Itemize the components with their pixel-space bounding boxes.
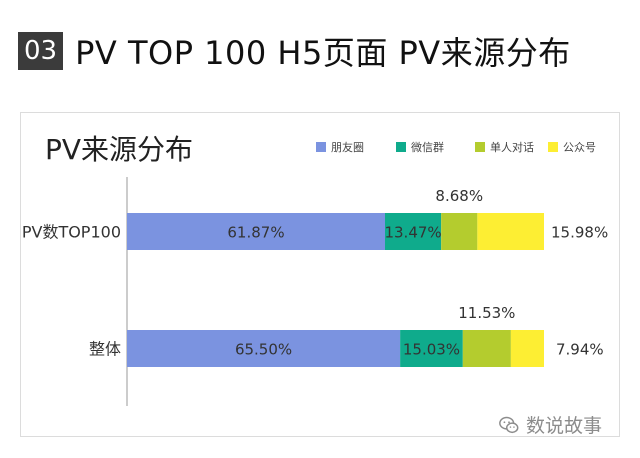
data-label: 13.47% [384, 224, 441, 242]
section-number-badge: 03 [18, 32, 64, 70]
chart-card: PV来源分布 朋友圈 微信群 单人对话 公众号 PV数TOP100 61.87% 13.47%… [20, 112, 620, 437]
chart-title: PV来源分布 [45, 133, 193, 166]
legend-swatch [548, 142, 558, 152]
bar-segment [510, 330, 544, 367]
bar-segment [127, 330, 401, 367]
stacked-bar-chart: PV来源分布 朋友圈 微信群 单人对话 公众号 PV数TOP100 61.87% 13.47%… [22, 133, 608, 406]
legend-label: 朋友圈 [331, 140, 364, 154]
data-label: 11.53% [458, 304, 515, 322]
data-label: 8.68% [435, 187, 483, 205]
bar-segment [441, 213, 478, 250]
bar-segment [462, 330, 511, 367]
data-label: 15.98% [551, 224, 608, 242]
legend-swatch [316, 142, 326, 152]
bar-segment [477, 213, 544, 250]
watermark-text: 数说故事 [525, 415, 602, 437]
legend-swatch [396, 142, 406, 152]
bar-segment [127, 213, 385, 250]
data-label: 7.94% [556, 341, 604, 359]
legend-swatch [475, 142, 485, 152]
data-label: 65.50% [235, 341, 292, 359]
section-header: 03 PV TOP 100 H5页面 PV来源分布 [18, 28, 571, 74]
page-title: PV TOP 100 H5页面 PV来源分布 [75, 34, 571, 72]
legend-label: 单人对话 [490, 140, 534, 154]
legend-label: 微信群 [411, 140, 444, 154]
bar-segment [384, 213, 442, 250]
data-label: 61.87% [227, 224, 284, 242]
wechat-icon [499, 416, 519, 433]
bar-segment [400, 330, 463, 367]
legend-label: 公众号 [563, 141, 596, 154]
watermark: 数说故事 [498, 411, 602, 438]
data-label: 15.03% [403, 341, 460, 359]
category-label: PV数TOP100 [22, 223, 121, 242]
category-label: 整体 [89, 340, 121, 359]
